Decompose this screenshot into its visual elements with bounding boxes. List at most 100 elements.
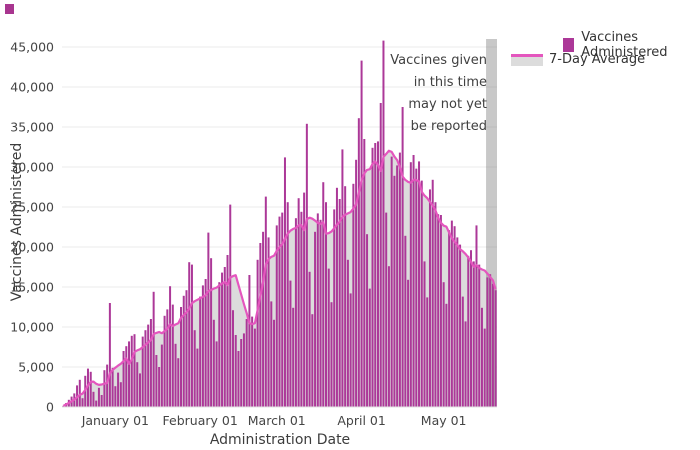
- vaccine-bar: [242, 333, 245, 407]
- vaccine-bar: [423, 261, 426, 407]
- vaccine-bar: [147, 324, 150, 407]
- vaccine-bar: [360, 60, 363, 407]
- vaccine-bar: [480, 307, 483, 407]
- vaccine-bar: [193, 330, 196, 407]
- vaccine-bar: [294, 218, 297, 407]
- vaccine-bar: [467, 255, 470, 407]
- vaccine-bar: [273, 319, 276, 407]
- vaccine-bar: [226, 255, 229, 407]
- vaccine-bar: [289, 280, 292, 407]
- vaccine-bar: [286, 202, 289, 407]
- vaccine-bar: [253, 328, 256, 407]
- vaccine-bar: [344, 186, 347, 407]
- vaccine-bar: [166, 309, 169, 407]
- vaccine-bar: [491, 283, 494, 407]
- vaccine-bar: [387, 266, 390, 407]
- vaccine-bar: [212, 319, 215, 407]
- vaccine-bar: [108, 303, 111, 407]
- x-tick-label: April 01: [337, 413, 385, 428]
- vaccine-bar: [396, 165, 399, 407]
- legend-item-7-day-average[interactable]: 7-Day Average: [511, 52, 645, 67]
- vaccine-bar: [190, 264, 193, 407]
- vaccine-bar: [426, 297, 429, 407]
- vaccine-bar: [409, 162, 412, 407]
- vaccine-bar: [248, 275, 251, 407]
- y-tick-label: 20,000: [10, 240, 54, 255]
- vaccine-bar: [448, 230, 451, 407]
- vaccine-bar: [297, 198, 300, 407]
- vaccine-bar: [245, 319, 248, 407]
- vaccine-bar: [300, 211, 303, 407]
- vaccine-bar: [319, 219, 322, 407]
- vaccine-bar: [177, 358, 180, 407]
- vaccine-bar: [149, 319, 152, 407]
- vaccine-bar: [489, 274, 492, 407]
- vaccine-bar: [341, 149, 344, 407]
- vaccine-bar: [141, 336, 144, 407]
- window-corner-mark: [5, 4, 14, 14]
- y-axis-title: Vaccines Administered: [9, 142, 25, 302]
- vaccine-bar: [335, 187, 338, 407]
- y-tick-label: 40,000: [10, 80, 54, 95]
- vaccine-bar: [86, 368, 89, 407]
- vaccine-bar: [89, 371, 92, 407]
- vaccine-bar: [185, 290, 188, 407]
- vaccine-bar: [404, 235, 407, 407]
- vaccine-bar: [111, 367, 114, 407]
- vaccine-bar: [207, 232, 210, 407]
- vaccine-bar: [210, 258, 213, 407]
- vaccine-bar: [180, 307, 183, 407]
- vaccine-bar: [152, 291, 155, 407]
- vaccine-bar: [398, 152, 401, 407]
- y-tick-label: 0: [46, 400, 54, 415]
- vaccine-bar: [453, 226, 456, 407]
- vaccine-bar: [256, 259, 259, 407]
- vaccine-bar: [420, 180, 423, 407]
- vaccine-bar: [182, 295, 185, 407]
- vaccine-bar: [475, 225, 478, 407]
- vaccine-bar: [199, 296, 202, 407]
- vaccine-bar: [188, 262, 191, 407]
- vaccine-bar: [450, 220, 453, 407]
- vaccine-bar: [174, 343, 177, 407]
- vaccine-bar: [355, 159, 358, 407]
- vaccine-bar: [459, 244, 462, 407]
- vaccine-bar: [357, 118, 360, 407]
- x-axis-title: Administration Date: [209, 432, 351, 448]
- vaccine-bar: [114, 386, 117, 407]
- vaccine-bar: [158, 367, 161, 407]
- vaccine-bar: [215, 341, 218, 407]
- vaccine-bar: [264, 196, 267, 407]
- avg-line: [62, 149, 497, 407]
- annotation-line: Vaccines given: [390, 53, 487, 68]
- vaccine-bar: [81, 398, 84, 407]
- vaccine-bar: [374, 143, 377, 407]
- vaccine-bar: [106, 364, 109, 407]
- vaccine-bar: [346, 259, 349, 407]
- vaccine-bar: [407, 279, 410, 407]
- vaccine-bar: [223, 267, 226, 407]
- vaccine-bar: [169, 286, 172, 407]
- vaccine-bar: [439, 215, 442, 407]
- vaccine-bar: [349, 293, 352, 407]
- vaccine-bar: [415, 168, 418, 407]
- vaccine-bar: [292, 307, 295, 407]
- y-tick-label: 35,000: [10, 120, 54, 135]
- vaccine-bar: [160, 344, 163, 407]
- vaccine-bar: [237, 351, 240, 407]
- legend-item-vaccines-administered[interactable]: Vaccines Administered: [563, 30, 700, 60]
- vaccine-bar: [130, 335, 133, 407]
- vaccine-bar: [281, 212, 284, 407]
- vaccine-bar: [305, 123, 308, 408]
- vaccine-bar: [78, 379, 81, 407]
- vaccine-bar: [251, 316, 254, 407]
- vaccine-bar: [303, 192, 306, 407]
- vaccine-bar: [221, 272, 224, 407]
- vaccine-bar: [125, 346, 128, 407]
- annotation-line: may not yet: [408, 97, 487, 112]
- vaccine-bar: [385, 212, 388, 407]
- vaccine-bar: [371, 147, 374, 408]
- vaccine-bar: [155, 355, 158, 407]
- vaccine-bar: [325, 202, 328, 407]
